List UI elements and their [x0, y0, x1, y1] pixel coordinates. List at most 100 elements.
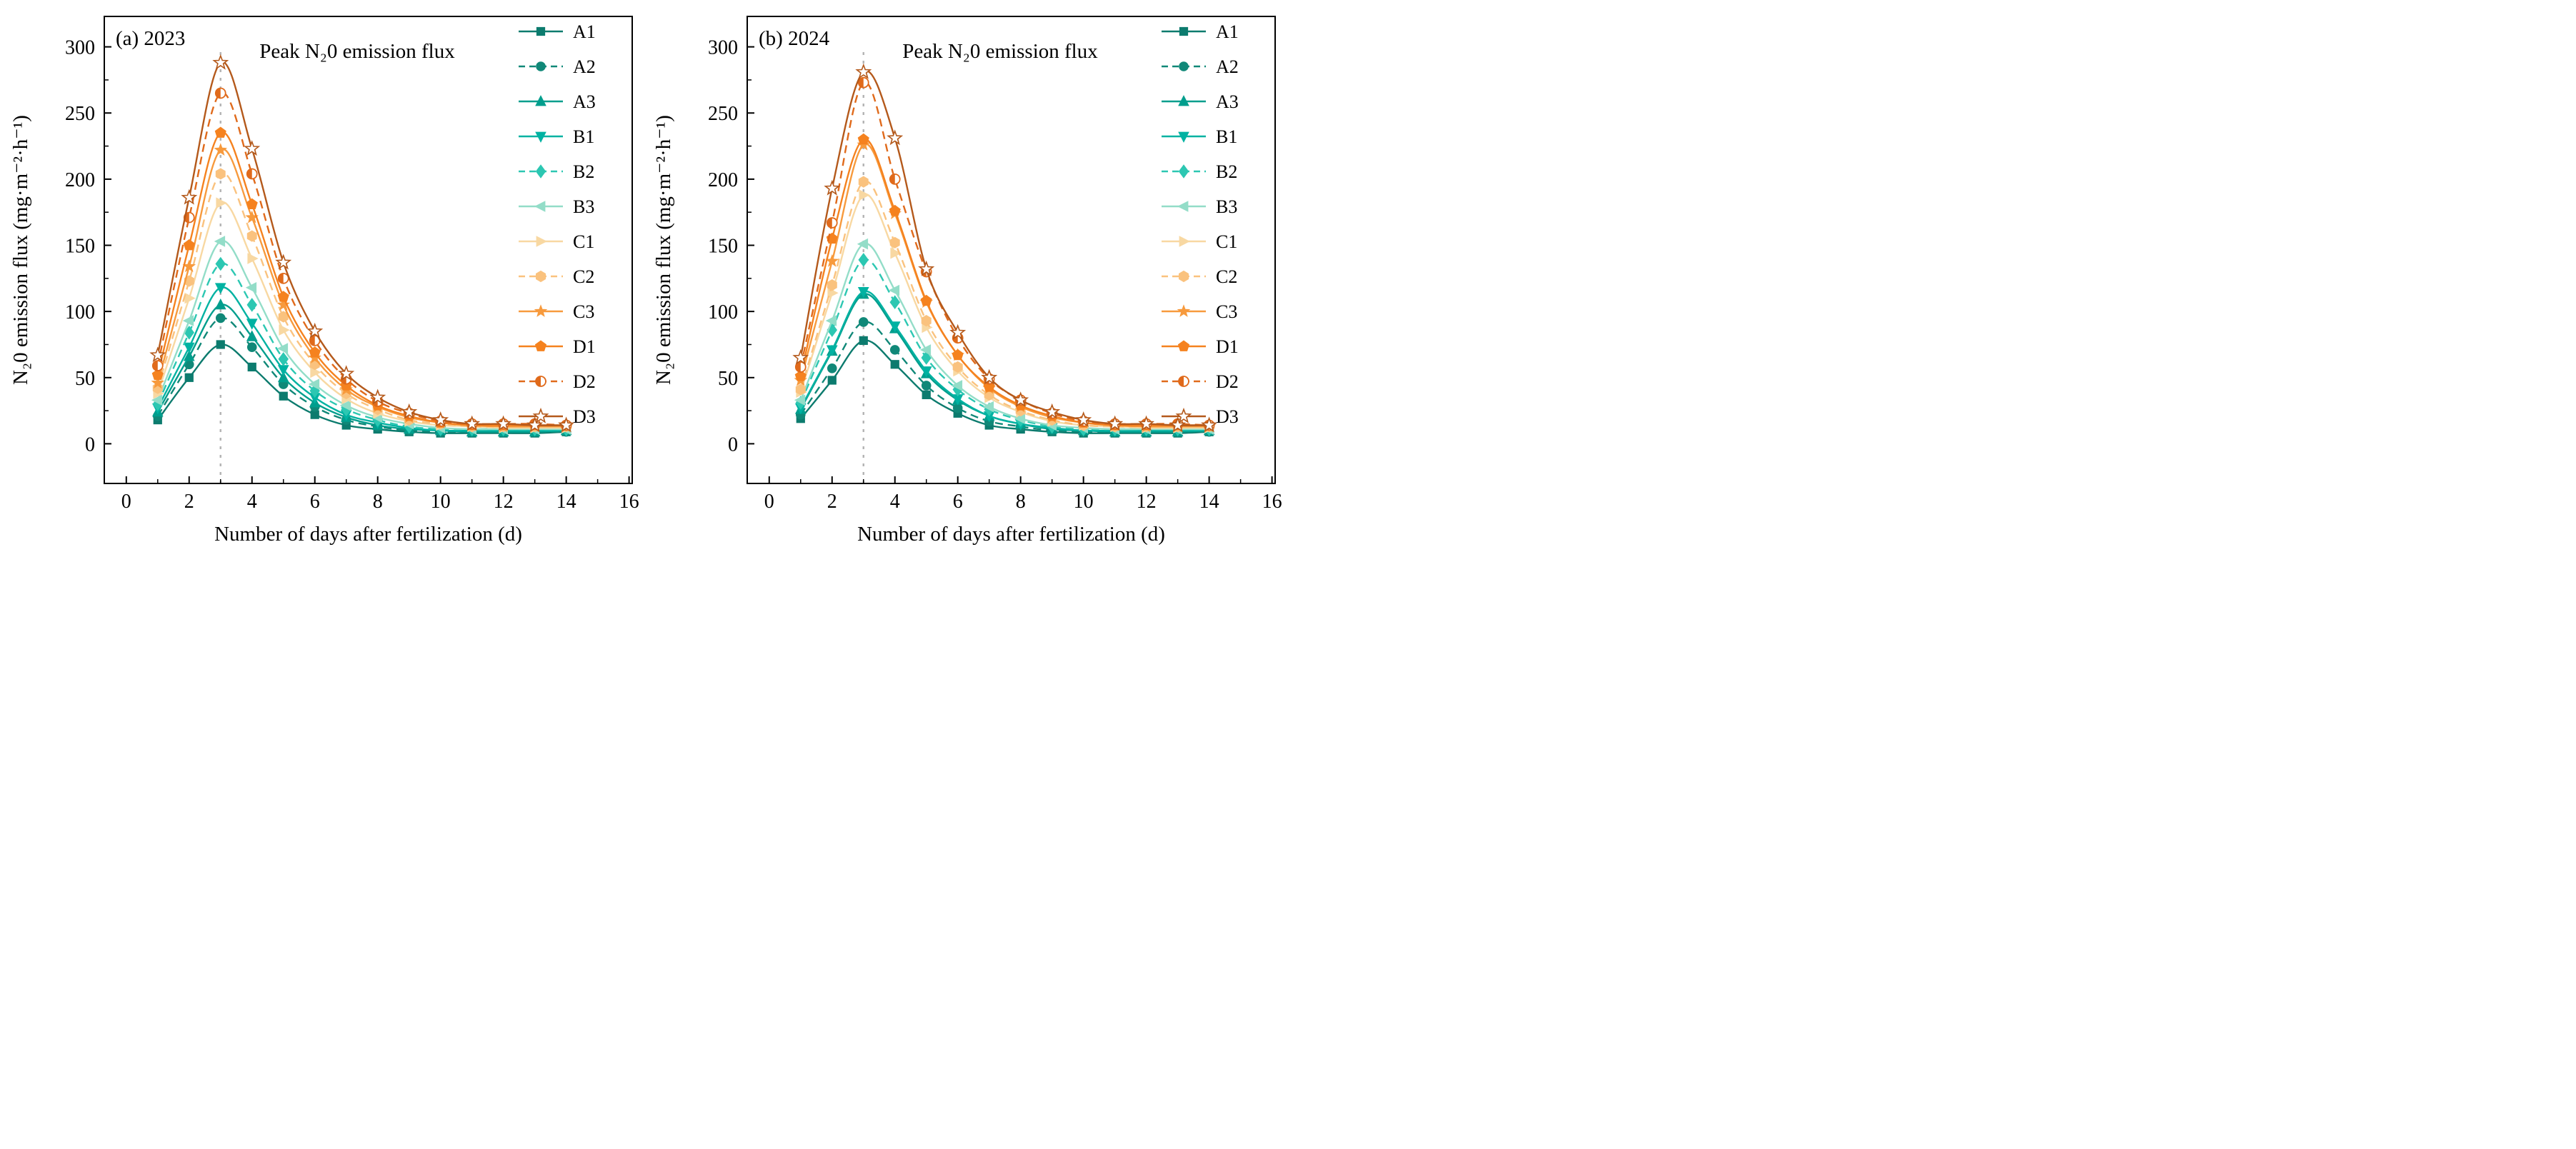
- legend: A1 A2 A3 B1 B2 B3 C1 C2 C3 D1 D2 D3: [1162, 21, 1239, 427]
- x-tick-label: 8: [373, 491, 383, 513]
- legend-item-B2: B2: [519, 161, 594, 182]
- y-tick-label: 0: [85, 433, 95, 456]
- series-C1: [796, 189, 1216, 433]
- axes: [104, 16, 633, 484]
- legend-item-D2: D2: [1162, 371, 1239, 392]
- legend-label: B3: [573, 196, 594, 217]
- series-D3: [792, 63, 1218, 433]
- legend-label: C3: [573, 301, 594, 322]
- legend-item-C3: C3: [1162, 301, 1237, 322]
- x-tick-label: 2: [184, 491, 194, 513]
- legend-item-A1: A1: [519, 21, 596, 42]
- y-tick-label: 150: [65, 236, 95, 258]
- legend-label: B1: [1216, 126, 1237, 147]
- y-axis: 0 50 100 150 200 250 300 N₂0 emission flux (mg·…: [9, 37, 111, 456]
- legend-item-A2: A2: [1162, 56, 1239, 77]
- x-tick-label: 4: [890, 491, 900, 513]
- legend-label: B2: [573, 161, 594, 182]
- legend-label: C1: [1216, 231, 1237, 252]
- series-B3: [151, 236, 571, 435]
- panel-label: (a) 2023: [116, 27, 185, 50]
- legend-item-C1: C1: [1162, 231, 1237, 252]
- legend-label: B2: [1216, 161, 1237, 182]
- legend-item-C2: C2: [519, 266, 594, 287]
- legend-label: C2: [573, 266, 594, 287]
- emission-flux-figure: 0 2 4 6 8 10 12 14 16 Number of days after fertil…: [0, 0, 1286, 571]
- x-tick-label: 0: [121, 491, 131, 513]
- panel-label: (b) 2024: [759, 27, 830, 50]
- x-tick-label: 6: [953, 491, 963, 513]
- series-A2: [152, 313, 571, 437]
- legend-label: D3: [1216, 406, 1239, 427]
- legend-item-B3: B3: [1162, 196, 1237, 217]
- x-tick-label: 8: [1016, 491, 1026, 513]
- legend-item-B2: B2: [1162, 161, 1237, 182]
- legend-label: B1: [573, 126, 594, 147]
- x-tick-label: 14: [1199, 491, 1219, 513]
- y-tick-label: 100: [65, 301, 95, 323]
- series-C3: [794, 137, 1216, 433]
- y-axis-title: N₂0 emission flux (mg·m⁻²·h⁻¹): [652, 115, 675, 385]
- x-axis-title: Number of days after fertilization (d): [857, 523, 1165, 546]
- x-axis: 0 2 4 6 8 10 12 14 16 Number of days after fertil…: [121, 476, 639, 546]
- legend-label: A2: [1216, 56, 1239, 77]
- series-A3: [152, 298, 572, 437]
- y-tick-label: 250: [65, 103, 95, 125]
- legend-item-C2: C2: [1162, 266, 1237, 287]
- legend-label: C1: [573, 231, 594, 252]
- series-A2: [795, 317, 1214, 437]
- legend-label: D2: [1216, 371, 1239, 392]
- x-tick-label: 10: [431, 491, 451, 513]
- x-tick-label: 16: [619, 491, 639, 513]
- legend-label: B3: [1216, 196, 1237, 217]
- y-axis-title: N₂0 emission flux (mg·m⁻²·h⁻¹): [9, 115, 32, 385]
- chart-panel-2023: 0 2 4 6 8 10 12 14 16 Number of days after fertil…: [0, 0, 643, 571]
- peak-annotation: Peak N₂0 emission flux: [902, 40, 1098, 63]
- legend-label: D2: [573, 371, 596, 392]
- y-tick-label: 200: [65, 169, 95, 191]
- x-tick-label: 14: [556, 491, 576, 513]
- legend-item-A3: A3: [519, 91, 596, 112]
- legend-item-D1: D1: [1162, 336, 1239, 357]
- legend-item-D3: D3: [1162, 406, 1239, 427]
- legend: A1 A2 A3 B1 B2 B3 C1 C2 C3 D1 D2 D3: [519, 21, 596, 427]
- legend-label: A1: [1216, 21, 1239, 42]
- legend-item-D1: D1: [519, 336, 596, 357]
- legend-item-D2: D2: [519, 371, 596, 392]
- x-axis: 0 2 4 6 8 10 12 14 16 Number of days after fertil…: [764, 476, 1282, 546]
- x-tick-label: 0: [764, 491, 774, 513]
- y-tick-label: 50: [718, 368, 738, 390]
- y-tick-label: 150: [708, 236, 738, 258]
- x-tick-label: 6: [310, 491, 320, 513]
- x-tick-label: 12: [1137, 491, 1157, 513]
- legend-item-C1: C1: [519, 231, 594, 252]
- legend-item-A1: A1: [1162, 21, 1239, 42]
- y-tick-label: 300: [65, 37, 95, 59]
- series-D1: [794, 133, 1215, 431]
- legend-label: D1: [1216, 336, 1239, 357]
- x-tick-label: 12: [494, 491, 514, 513]
- series-D2: [794, 76, 1215, 431]
- legend-label: C3: [1216, 301, 1237, 322]
- axes: [747, 16, 1276, 484]
- y-tick-label: 100: [708, 301, 738, 323]
- legend-label: A2: [573, 56, 596, 77]
- legend-label: A1: [573, 21, 596, 42]
- peak-annotation: Peak N₂0 emission flux: [259, 40, 455, 63]
- legend-label: D3: [573, 406, 596, 427]
- x-tick-label: 2: [827, 491, 837, 513]
- legend-label: D1: [573, 336, 596, 357]
- legend-item-D3: D3: [519, 406, 596, 427]
- legend-label: A3: [573, 91, 596, 112]
- x-tick-label: 10: [1074, 491, 1094, 513]
- y-tick-label: 0: [728, 433, 738, 456]
- series-C2: [795, 176, 1214, 433]
- legend-item-B1: B1: [519, 126, 594, 147]
- series-D3: [149, 54, 575, 433]
- legend-item-B1: B1: [1162, 126, 1237, 147]
- legend-item-A2: A2: [519, 56, 596, 77]
- legend-label: C2: [1216, 266, 1237, 287]
- y-axis: 0 50 100 150 200 250 300 N₂0 emission flux (mg·…: [652, 37, 754, 456]
- y-tick-label: 250: [708, 103, 738, 125]
- series-B1: [795, 287, 1215, 437]
